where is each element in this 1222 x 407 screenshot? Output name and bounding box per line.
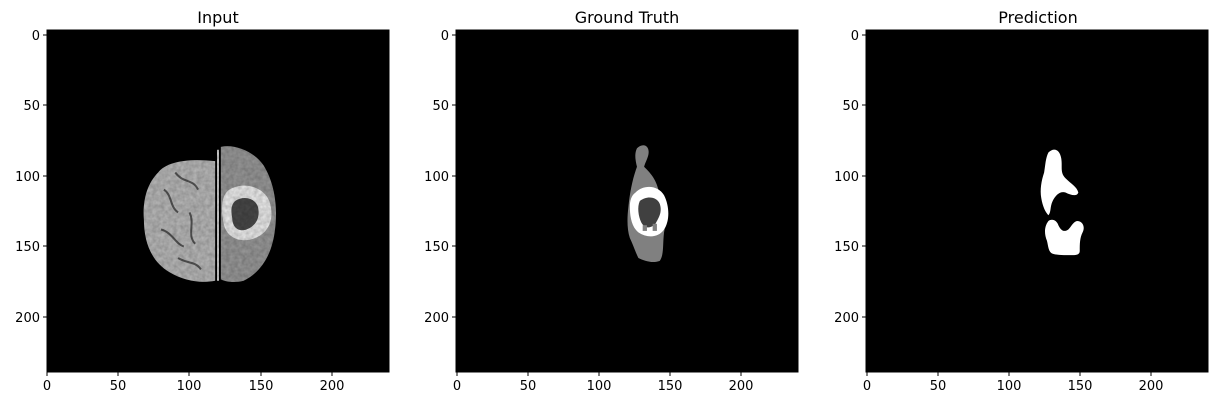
x-tick-label: 0 [43, 379, 51, 394]
core-region [638, 197, 661, 228]
y-axis: 0 50 100 150 200 [15, 29, 47, 326]
segmentation-mask [627, 145, 669, 263]
y-tick-label: 50 [432, 99, 449, 114]
y-axis: 0 50 100 150 200 [424, 29, 456, 326]
x-tick-label: 200 [1139, 379, 1164, 394]
y-tick-label: 200 [15, 311, 40, 326]
y-tick-label: 150 [424, 240, 449, 255]
x-tick-label: 200 [320, 379, 345, 394]
y-axis: 0 50 100 150 200 [834, 29, 866, 326]
prediction-upper [1040, 149, 1079, 216]
y-tick-label: 100 [424, 170, 449, 185]
y-tick-label: 50 [842, 99, 859, 114]
x-tick-label: 100 [587, 379, 612, 394]
x-tick-label: 50 [930, 379, 947, 394]
y-tick-label: 200 [834, 311, 859, 326]
axes-frame [865, 29, 1209, 373]
y-tick-label: 150 [834, 240, 859, 255]
x-tick-label: 50 [110, 379, 127, 394]
x-tick-label: 150 [249, 379, 274, 394]
x-tick-label: 100 [997, 379, 1022, 394]
x-tick-label: 0 [863, 379, 871, 394]
panel-input: Input 0 50 100 150 20 [15, 8, 390, 394]
panel-title: Ground Truth [575, 8, 680, 27]
axes-frame [455, 29, 799, 373]
x-tick-label: 100 [177, 379, 202, 394]
y-tick-label: 50 [23, 99, 40, 114]
brain-slice [143, 146, 280, 284]
panel-title: Prediction [998, 8, 1077, 27]
y-tick-label: 150 [15, 240, 40, 255]
axes-frame [46, 29, 390, 373]
y-tick-label: 0 [32, 29, 40, 44]
x-axis: 0 50 100 150 200 [863, 372, 1164, 394]
x-tick-label: 150 [658, 379, 683, 394]
y-tick-label: 100 [834, 170, 859, 185]
y-tick-label: 200 [424, 311, 449, 326]
y-tick-label: 0 [851, 29, 859, 44]
image-prediction [866, 30, 1208, 372]
panel-prediction: Prediction 0 50 100 150 200 0 [834, 8, 1209, 394]
image-ground-truth [456, 30, 798, 372]
x-tick-label: 200 [729, 379, 754, 394]
prediction-mask [1040, 149, 1084, 256]
x-tick-label: 50 [520, 379, 537, 394]
x-axis: 0 50 100 150 200 [453, 372, 754, 394]
x-axis: 0 50 100 150 200 [43, 372, 345, 394]
y-tick-label: 0 [441, 29, 449, 44]
texture [143, 146, 280, 284]
y-tick-label: 100 [15, 170, 40, 185]
x-tick-label: 0 [453, 379, 461, 394]
panel-ground-truth: Ground Truth 0 50 100 150 200 [424, 8, 799, 394]
x-tick-label: 150 [1068, 379, 1093, 394]
prediction-lower [1044, 219, 1084, 256]
panel-title: Input [197, 8, 238, 27]
